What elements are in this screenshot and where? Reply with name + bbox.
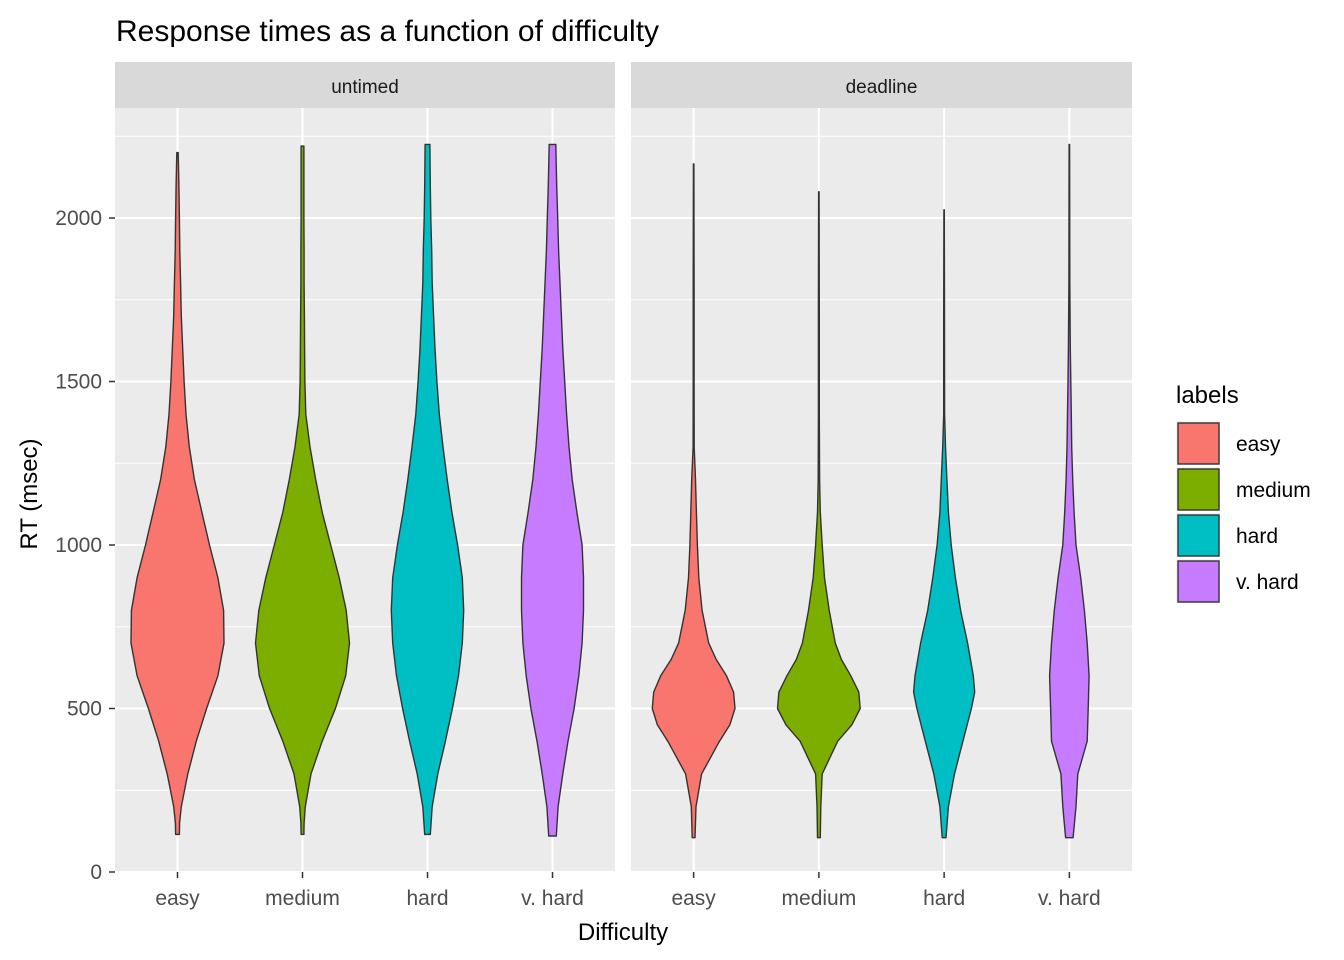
violin-deadline-medium <box>776 191 861 839</box>
legend-item: hard <box>1176 513 1278 557</box>
x-tick-label: medium <box>265 887 340 910</box>
y-axis: 0 500 1000 1500 2000 <box>55 207 115 884</box>
y-tick-label: 0 <box>90 861 102 884</box>
legend-swatch <box>1177 468 1220 511</box>
y-tick-label: 2000 <box>55 207 102 230</box>
legend-swatch <box>1177 422 1220 465</box>
y-tick-label: 500 <box>67 698 102 721</box>
legend-keys: easy medium hard v. hard <box>1176 421 1311 603</box>
x-axis-title: Difficulty <box>578 919 668 946</box>
facet-panel-deadline: deadline easy medium hard v. hard <box>631 62 1132 910</box>
violin-deadline-easy <box>651 163 736 839</box>
x-tick-label: v. hard <box>1038 887 1101 910</box>
violin-untimed-easy <box>130 151 225 836</box>
legend-item: easy <box>1176 421 1281 465</box>
x-tick-label: hard <box>923 887 965 910</box>
y-tick-label: 1000 <box>55 534 102 557</box>
legend-swatch <box>1177 560 1220 603</box>
x-tick-label: easy <box>671 887 716 910</box>
facets-layer: untimed easy medium hard v. hard deadline easy… <box>55 62 1132 910</box>
legend-item: v. hard <box>1176 559 1299 603</box>
violin-untimed-medium <box>254 145 351 836</box>
x-tick-label: hard <box>406 887 448 910</box>
legend-swatch <box>1177 514 1220 557</box>
legend-label: hard <box>1236 525 1278 548</box>
y-axis-title: RT (msec) <box>16 438 43 549</box>
legend-label: v. hard <box>1236 571 1299 594</box>
x-tick-label: medium <box>782 887 857 910</box>
legend-label: medium <box>1236 479 1311 502</box>
facet-strip-label: deadline <box>846 77 918 98</box>
violin-untimed-vhard <box>520 143 585 837</box>
legend: labels easy medium hard v. hard <box>1176 382 1311 603</box>
legend-title: labels <box>1176 382 1239 409</box>
legend-item: medium <box>1176 467 1311 511</box>
violin-untimed-hard <box>390 143 465 836</box>
x-tick-label: v. hard <box>521 887 584 910</box>
facet-strip-label: untimed <box>331 77 399 98</box>
legend-label: easy <box>1236 433 1281 456</box>
facet-strip <box>115 62 615 108</box>
violin-deadline-vhard <box>1048 143 1090 839</box>
y-tick-label: 1500 <box>55 371 102 394</box>
violin-deadline-hard <box>912 209 976 839</box>
facet-strip <box>631 62 1132 108</box>
x-tick-label: easy <box>155 887 200 910</box>
chart-title: Response times as a function of difficul… <box>116 15 659 48</box>
facet-panel-untimed: untimed easy medium hard v. hard <box>115 62 615 910</box>
